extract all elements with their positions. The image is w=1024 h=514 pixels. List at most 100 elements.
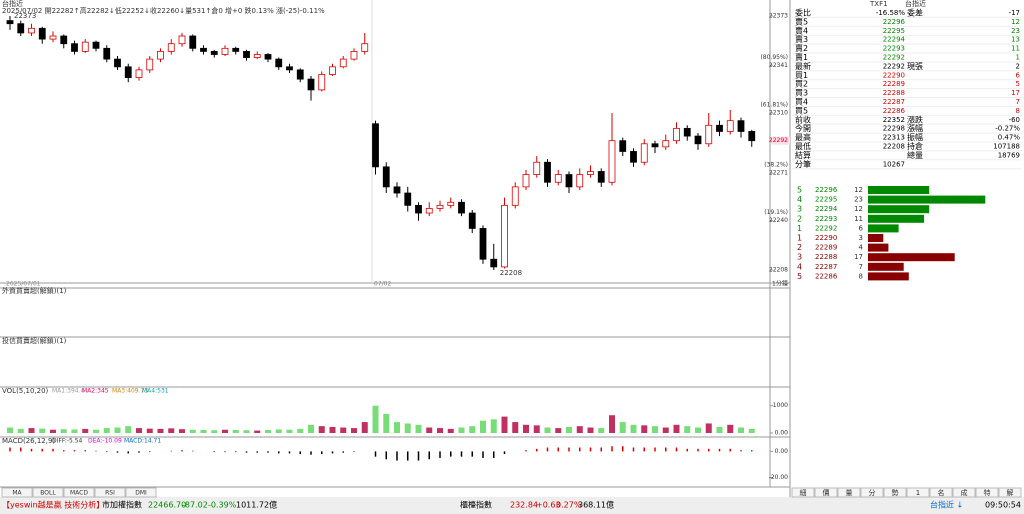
candle-body (726, 120, 734, 132)
indicator-tab-label[interactable]: RSI (105, 490, 115, 497)
index-value: 368.11億 (578, 500, 614, 510)
right-tab[interactable] (929, 487, 953, 498)
indicator-tab-label[interactable]: MA (12, 490, 22, 497)
macd-label: DEA:-10.09 (88, 438, 122, 445)
volume-bar (157, 428, 164, 433)
candle-body (447, 201, 455, 206)
depth-bar (868, 186, 930, 194)
candle-body (630, 151, 637, 163)
quote-label: 賣2 (795, 43, 808, 53)
volume-bar (136, 428, 142, 433)
volume-bar (189, 429, 196, 433)
right-tab[interactable] (952, 487, 976, 498)
depth-price: 22290 (815, 234, 837, 242)
depth-price: 22289 (815, 244, 837, 252)
right-tab-label[interactable]: 勢 (892, 488, 899, 497)
index-name: 櫃檯指數 (460, 500, 492, 510)
volume-bar (555, 428, 562, 433)
indicator-tab-label[interactable]: DMI (135, 490, 147, 497)
volume-bar (619, 422, 626, 433)
quote-label: 買3 (795, 89, 808, 98)
right-tab-label[interactable]: 細 (800, 488, 807, 497)
indicator-tab[interactable] (32, 487, 64, 498)
volume-bar (340, 427, 347, 433)
indicator-tab[interactable] (94, 487, 126, 498)
depth-qty: 4 (859, 244, 864, 252)
right-tab[interactable] (814, 487, 838, 498)
quote-value: 22313 (883, 134, 905, 142)
quote-label: 賣1 (795, 52, 808, 62)
depth-bar (868, 253, 955, 262)
right-tab-label[interactable]: 1 (916, 489, 920, 497)
depth-qty: 6 (859, 224, 864, 232)
volume-bar (71, 429, 78, 433)
right-tab[interactable] (906, 487, 930, 498)
volume-bar (684, 426, 691, 433)
current-price-box (771, 136, 790, 145)
volume-bar (125, 426, 132, 433)
quote-label2: 現張 (907, 62, 923, 71)
volume-bar (404, 423, 411, 433)
right-tab[interactable] (998, 487, 1022, 498)
y-tick-label: 22208 (769, 267, 788, 274)
right-tab-label[interactable]: 解 (1007, 488, 1014, 497)
right-tab-label[interactable]: 分 (869, 488, 876, 497)
volume-bar (103, 428, 110, 433)
right-tab[interactable] (860, 487, 884, 498)
quote-label: 今開 (795, 123, 811, 133)
depth-bar (868, 262, 904, 271)
period-label: 1分鐘 (772, 280, 788, 288)
right-tab-label[interactable]: 特 (984, 488, 991, 497)
candle-body (608, 140, 616, 183)
right-tab-label[interactable]: 成 (961, 488, 968, 497)
right-tab[interactable] (837, 487, 861, 498)
candle-body (565, 174, 573, 188)
quote-label: 賣4 (795, 25, 808, 35)
right-tab[interactable] (883, 487, 907, 498)
indicator-tab-label[interactable]: MACD (70, 490, 88, 497)
depth-price: 22296 (815, 186, 838, 194)
quote-value: -16.58% (876, 9, 906, 17)
depth-level: 4 (797, 195, 802, 204)
candle-body (576, 174, 584, 188)
indicator-tab-label[interactable]: BOLL (40, 490, 56, 497)
depth-bar (868, 214, 925, 223)
right-tab-label[interactable]: 名 (938, 488, 945, 497)
right-tab[interactable] (791, 487, 815, 498)
depth-price: 22286 (815, 272, 838, 280)
quote-value2: 5 (1016, 80, 1020, 88)
quote-value2: 1 (1016, 54, 1020, 62)
y-tick-label: 22310 (769, 109, 788, 116)
candle-body (683, 127, 691, 137)
right-tab-label[interactable]: 價 (823, 488, 830, 497)
quote-label2: 持倉 (907, 141, 923, 151)
volume-bar (695, 427, 701, 433)
candle-body (49, 35, 57, 40)
candle-body (38, 27, 46, 40)
right-tab-label[interactable]: 量 (846, 489, 853, 497)
quote-label2: 振幅 (907, 132, 923, 142)
indicator-tab[interactable] (63, 487, 95, 498)
volume-bar (598, 428, 605, 433)
candle-body (296, 69, 304, 80)
volume-bar (480, 420, 486, 433)
candle-body (81, 41, 89, 52)
volume-bar (7, 427, 13, 433)
candle-body (522, 174, 530, 188)
volume-bar (523, 424, 529, 433)
volume-bar (254, 430, 261, 433)
pane-title: 投信買賣超(解鎖)(1) (2, 336, 67, 345)
indicator-tab[interactable] (1, 487, 33, 498)
indicator-tab[interactable] (125, 487, 157, 498)
right-tab[interactable] (975, 487, 999, 498)
high-label: 22373 (14, 12, 36, 20)
candle-body (748, 131, 756, 142)
quote-label: 結算 (795, 150, 811, 160)
volume-bar (50, 429, 56, 433)
y-tick-label: 22341 (769, 62, 788, 69)
quote-label: 分筆 (795, 159, 811, 169)
quote-value2: 12 (1011, 18, 1020, 26)
volume-bar (437, 428, 443, 433)
y-tick-label: 0.00 (775, 430, 789, 437)
ma-label: MA2:345 (82, 388, 109, 395)
